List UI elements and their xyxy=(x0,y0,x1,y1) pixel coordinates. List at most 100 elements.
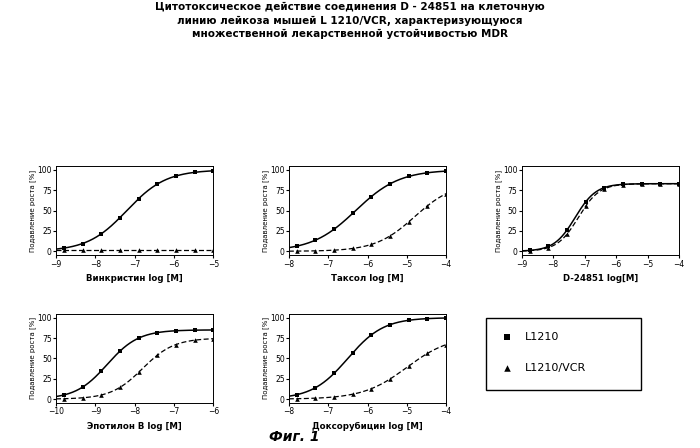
Point xyxy=(673,180,685,187)
Y-axis label: Подавление роста [%]: Подавление роста [%] xyxy=(262,317,269,400)
X-axis label: Доксорубицин log [M]: Доксорубицин log [M] xyxy=(312,422,423,431)
Point xyxy=(208,327,219,334)
Point xyxy=(617,181,629,188)
Point xyxy=(170,327,181,334)
Point xyxy=(77,246,88,254)
Point xyxy=(422,350,433,357)
Point xyxy=(133,195,144,202)
Text: L1210: L1210 xyxy=(525,332,559,342)
Point xyxy=(152,352,163,359)
Point xyxy=(636,180,648,187)
Point xyxy=(208,167,219,174)
Point xyxy=(58,246,69,254)
Point xyxy=(291,242,302,250)
Point xyxy=(440,341,452,348)
Y-axis label: Подавление роста [%]: Подавление роста [%] xyxy=(29,317,36,400)
Point xyxy=(328,370,339,377)
Point xyxy=(114,384,125,391)
Point xyxy=(422,169,433,177)
Point xyxy=(654,180,666,187)
Point xyxy=(114,246,125,254)
Point xyxy=(403,218,414,225)
Point xyxy=(77,383,88,391)
Point xyxy=(189,246,200,254)
Point xyxy=(347,391,358,398)
Text: Фиг. 1: Фиг. 1 xyxy=(269,430,319,444)
Point xyxy=(422,202,433,209)
Point xyxy=(501,334,512,341)
Point xyxy=(133,335,144,342)
X-axis label: D-24851 log[M]: D-24851 log[M] xyxy=(563,274,638,283)
Point xyxy=(384,180,395,187)
Point xyxy=(347,245,358,252)
Point xyxy=(542,243,554,250)
Point xyxy=(189,327,200,334)
X-axis label: Винкристин log [M]: Винкристин log [M] xyxy=(86,274,183,283)
Point xyxy=(328,393,339,401)
Point xyxy=(310,384,321,391)
Point xyxy=(598,185,610,193)
Point xyxy=(170,172,181,180)
Point xyxy=(561,231,573,238)
Point xyxy=(58,392,69,399)
Point xyxy=(152,329,163,336)
Point xyxy=(542,244,554,251)
Point xyxy=(636,180,648,187)
Point xyxy=(133,246,144,254)
Point xyxy=(422,315,433,322)
Point xyxy=(114,348,125,355)
Point xyxy=(328,246,339,254)
X-axis label: Эпотилон B log [M]: Эпотилон B log [M] xyxy=(88,422,182,431)
Point xyxy=(189,169,200,176)
Point xyxy=(524,247,535,254)
Point xyxy=(170,341,181,348)
Point xyxy=(440,190,452,197)
Point xyxy=(58,395,69,402)
Point xyxy=(384,232,395,239)
Point xyxy=(208,335,219,342)
Point xyxy=(617,181,629,188)
X-axis label: Таксол log [M]: Таксол log [M] xyxy=(331,274,404,283)
Point xyxy=(208,246,219,254)
Point xyxy=(347,349,358,357)
Point xyxy=(77,240,88,247)
Point xyxy=(310,395,321,402)
Point xyxy=(152,246,163,254)
Point xyxy=(501,365,512,372)
Point xyxy=(366,193,377,200)
Point xyxy=(366,385,377,392)
Point xyxy=(384,321,395,328)
Point xyxy=(310,237,321,244)
Point xyxy=(189,336,200,344)
Point xyxy=(170,246,181,254)
Point xyxy=(384,375,395,383)
Point xyxy=(96,392,107,399)
Y-axis label: Подавление роста [%]: Подавление роста [%] xyxy=(495,169,502,252)
Point xyxy=(114,214,125,221)
Point xyxy=(77,394,88,401)
Point xyxy=(347,210,358,217)
Text: Цитотоксическое действие соединения D - 24851 на клеточную
линию лейкоза мышей L: Цитотоксическое действие соединения D - … xyxy=(155,2,545,39)
Point xyxy=(96,367,107,375)
Point xyxy=(440,168,452,175)
Point xyxy=(328,226,339,233)
Point xyxy=(440,314,452,322)
Point xyxy=(580,202,592,210)
Point xyxy=(673,180,685,187)
Y-axis label: Подавление роста [%]: Подавление роста [%] xyxy=(262,169,269,252)
Point xyxy=(133,369,144,376)
Point xyxy=(291,248,302,255)
Point xyxy=(96,230,107,237)
Point xyxy=(403,317,414,324)
Point xyxy=(310,247,321,254)
Text: L1210/VCR: L1210/VCR xyxy=(525,363,587,373)
Point xyxy=(96,246,107,254)
Point xyxy=(403,173,414,180)
Point xyxy=(291,395,302,402)
Point xyxy=(561,227,573,234)
Point xyxy=(654,180,666,187)
Point xyxy=(366,241,377,248)
Point xyxy=(524,247,535,254)
Point xyxy=(598,184,610,191)
Point xyxy=(580,198,592,206)
